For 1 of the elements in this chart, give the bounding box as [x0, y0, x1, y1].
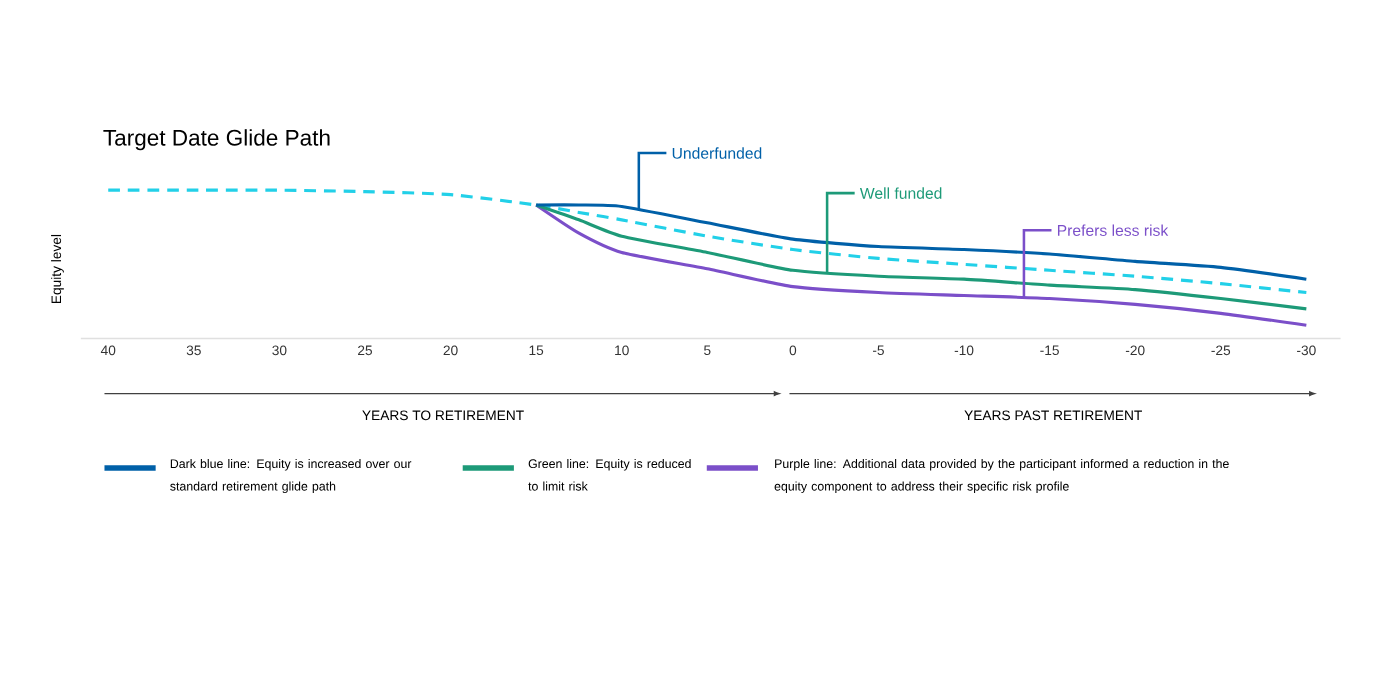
chart-title: Target Date Glide Path	[103, 129, 330, 151]
